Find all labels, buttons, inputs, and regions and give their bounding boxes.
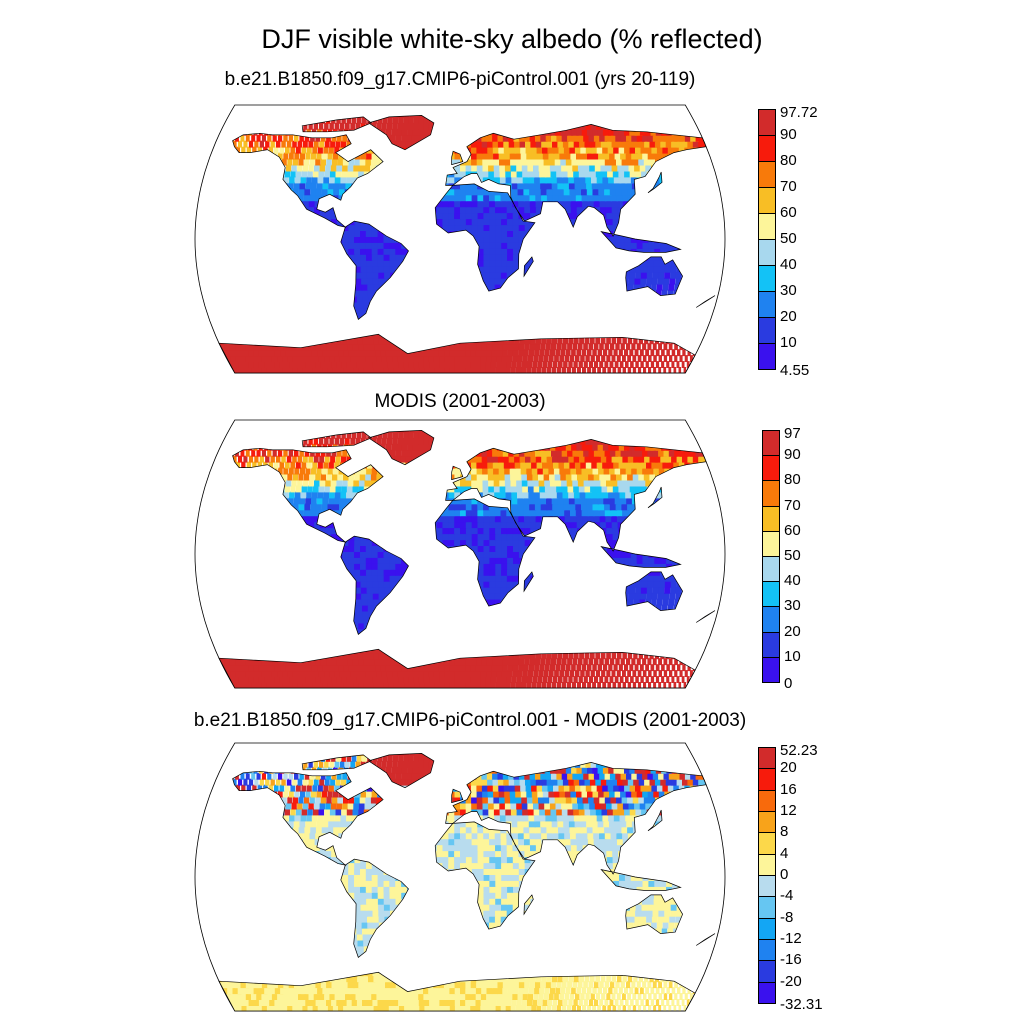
colorbar-label: 8 — [780, 823, 789, 841]
colorbar-label: 10 — [784, 647, 801, 665]
colorbar-label: -12 — [780, 930, 802, 947]
colorbar-box — [762, 631, 780, 658]
colorbar-label: 80 — [780, 152, 797, 169]
panel-2-title: MODIS (2001-2003) — [374, 391, 546, 412]
colorbar-panel-2: 0 10 20 30 40 50 60 70 80 90 97 — [762, 426, 842, 692]
colorbar-label: 4 — [780, 844, 789, 862]
colorbar-box — [758, 187, 776, 214]
colorbar-box — [758, 213, 776, 240]
colorbar-box — [758, 811, 776, 834]
colorbar-box — [762, 581, 780, 608]
colorbar-label: 30 — [784, 597, 801, 615]
colorbar-label: 60 — [780, 204, 797, 221]
map-panel-2 — [194, 419, 726, 689]
colorbar-box — [758, 853, 776, 876]
colorbar-box — [758, 981, 776, 1004]
colorbar-box — [758, 960, 776, 983]
colorbar-box — [762, 656, 780, 683]
colorbar-label: 0 — [784, 675, 793, 692]
colorbar-box — [762, 606, 780, 633]
colorbar-box — [758, 291, 776, 318]
colorbar-label: 70 — [780, 178, 797, 195]
colorbar-box — [758, 135, 776, 162]
colorbar-box — [758, 917, 776, 940]
colorbar-label: 90 — [780, 126, 797, 143]
colorbar-label: -4 — [780, 887, 794, 905]
colorbar-box — [758, 875, 776, 898]
colorbar-box — [758, 789, 776, 812]
colorbar-box — [758, 939, 776, 962]
colorbar-label: 52.23 — [780, 742, 818, 759]
colorbar-box — [762, 430, 780, 457]
colorbar-box — [762, 505, 780, 532]
colorbar-box — [758, 317, 776, 344]
colorbar-label: 70 — [784, 496, 801, 514]
coastline — [218, 430, 716, 689]
colorbar-box — [758, 832, 776, 855]
panel-3-title: b.e21.B1850.f09_g17.CMIP6-piControl.001 … — [193, 710, 747, 731]
colorbar-label: 40 — [780, 256, 797, 273]
coastline — [218, 753, 716, 1012]
colorbar-label: 16 — [780, 780, 797, 798]
colorbar-label: 20 — [780, 308, 797, 325]
colorbar-label: -8 — [780, 908, 794, 926]
colorbar-box — [758, 747, 776, 770]
colorbar-box — [762, 530, 780, 557]
main-title: DJF visible white-sky albedo (% reflecte… — [261, 24, 763, 54]
colorbar-label: 40 — [784, 572, 801, 590]
colorbar-label: 12 — [780, 802, 797, 819]
colorbar-label: 10 — [780, 334, 797, 351]
colorbar-box — [762, 480, 780, 507]
colorbar-label: 80 — [784, 471, 801, 489]
colorbar-label: 60 — [784, 521, 801, 539]
map-panel-3 — [194, 742, 726, 1012]
colorbar-label: 50 — [784, 547, 801, 564]
colorbar-label: 97.72 — [780, 104, 818, 121]
colorbar-panel-3: -32.31 -20 -16 -12 -8 -4 0 4 8 12 16 20 52.23 — [758, 743, 838, 1013]
colorbar-box — [758, 239, 776, 266]
colorbar-box — [758, 343, 776, 370]
colorbar-box — [758, 109, 776, 136]
colorbar-box — [758, 265, 776, 292]
colorbar-box — [758, 768, 776, 791]
colorbar-label: 0 — [780, 866, 789, 883]
colorbar-box — [762, 556, 780, 583]
colorbar-label: 20 — [780, 759, 797, 777]
colorbar-box — [758, 896, 776, 919]
colorbar-panel-1: 4.55 10 20 30 40 50 60 70 80 90 97.72 — [758, 105, 838, 379]
colorbar-label: 97 — [784, 425, 801, 442]
colorbar-label: -32.31 — [780, 996, 823, 1013]
colorbar-label: 20 — [784, 622, 801, 640]
colorbar-label: 90 — [784, 446, 801, 464]
colorbar-label: -16 — [780, 951, 802, 969]
colorbar-label: 4.55 — [780, 362, 810, 379]
coastline — [218, 115, 716, 374]
colorbar-box — [762, 455, 780, 482]
colorbar-label: 50 — [780, 230, 797, 247]
panel-1-title: b.e21.B1850.f09_g17.CMIP6-piControl.001 … — [224, 69, 696, 90]
colorbar-label: 30 — [780, 282, 797, 299]
colorbar-label: -20 — [780, 972, 802, 990]
colorbar-box — [758, 161, 776, 188]
map-panel-1 — [194, 104, 726, 374]
